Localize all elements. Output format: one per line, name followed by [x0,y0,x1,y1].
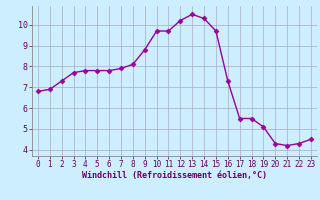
X-axis label: Windchill (Refroidissement éolien,°C): Windchill (Refroidissement éolien,°C) [82,171,267,180]
